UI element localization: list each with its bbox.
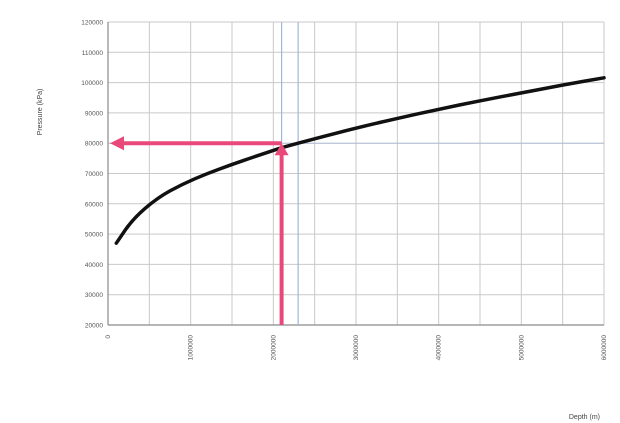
y-tick-label: 80000 — [85, 141, 103, 148]
y-tick-label: 100000 — [81, 80, 103, 87]
x-tick-label: 3000000 — [353, 335, 360, 361]
annotations — [110, 136, 289, 325]
y-axis-title: Pressure (kPa) — [37, 89, 44, 136]
y-tick-label: 40000 — [85, 262, 103, 269]
grid — [107, 21, 605, 326]
x-axis-title: Depth (m) — [569, 414, 600, 421]
x-axis-ticks: 0 1000000 2000000 3000000 4000000 5000000 6000… — [105, 335, 608, 361]
y-tick-label: 30000 — [85, 292, 103, 299]
y-tick-label: 120000 — [81, 20, 103, 27]
x-tick-label: 5000000 — [518, 335, 525, 361]
y-tick-label: 20000 — [85, 323, 103, 330]
x-tick-label: 4000000 — [436, 335, 443, 361]
series-line — [114, 76, 606, 245]
y-tick-label: 50000 — [85, 232, 103, 239]
y-tick-label: 60000 — [85, 201, 103, 208]
y-tick-label: 110000 — [82, 50, 104, 57]
x-tick-label: 2000000 — [270, 335, 277, 361]
y-tick-label: 90000 — [85, 110, 103, 117]
x-tick-label: 1000000 — [188, 335, 195, 361]
horizontal-arrow-head — [110, 136, 124, 151]
vertical-arrow-head — [274, 143, 289, 156]
y-axis-ticks: 120000 110000 100000 90000 80000 70000 60000 50… — [81, 20, 103, 330]
y-tick-label: 70000 — [85, 171, 103, 178]
x-tick-label: 0 — [105, 335, 112, 339]
x-tick-label: 6000000 — [601, 335, 608, 361]
